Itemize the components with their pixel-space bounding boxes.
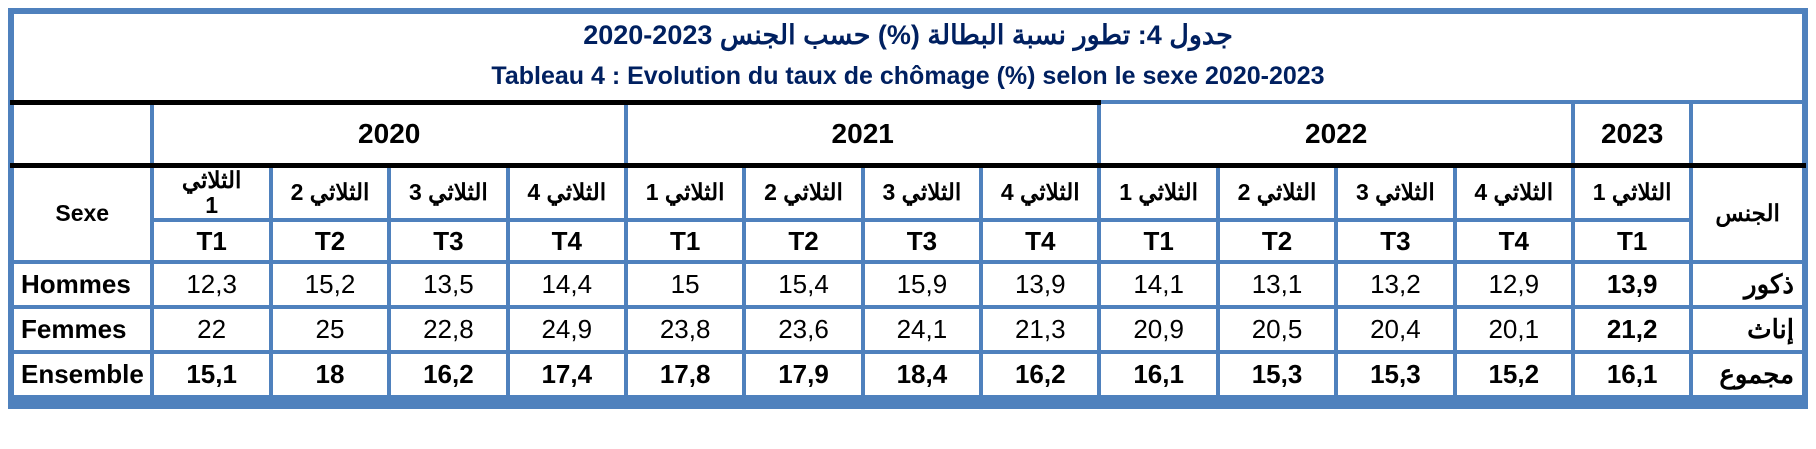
unemployment-table-border: جدول 4: تطور نسبة البطالة (%) حسب الجنس … (8, 8, 1808, 410)
value-cell: 13,1 (1215, 260, 1339, 310)
quarter-t-cell: T2 (742, 218, 865, 265)
quarter-t-cell: T4 (505, 218, 628, 265)
value-cell: 12,9 (1452, 260, 1575, 310)
quarter-ar-cell: الثلاثي 1 (1097, 163, 1220, 223)
quarter-t-cell: T3 (1334, 218, 1457, 265)
quarter-ar-cell: الثلاثي 3 (387, 163, 510, 223)
value-cell: 15,1 (150, 350, 273, 400)
value-cell: 20,1 (1452, 305, 1575, 355)
value-cell: 16,2 (387, 350, 510, 400)
value-cell: 15 (623, 260, 747, 310)
year-2022-cell: 2022 (1097, 100, 1575, 168)
value-cell: 20,9 (1097, 305, 1220, 355)
value-cell: 15,9 (860, 260, 984, 310)
quarter-ar-cell: الثلاثي 4 (979, 163, 1102, 223)
unemployment-rate-table: جدول 4: تطور نسبة البطالة (%) حسب الجنس … (9, 9, 1806, 400)
table-row-ensemble: Ensemble 15,1 18 16,2 17,4 17,8 17,9 18,… (9, 350, 1806, 400)
value-cell: 12,3 (150, 260, 273, 310)
value-cell: 24,9 (505, 305, 628, 355)
title-row: جدول 4: تطور نسبة البطالة (%) حسب الجنس … (10, 9, 1806, 105)
year-2023-cell: 2023 (1570, 100, 1694, 168)
quarter-ar-cell: الثلاثي 1 (623, 163, 747, 223)
quarter-ar-cell: الثلاثي 3 (860, 163, 984, 223)
value-cell: 13,2 (1334, 260, 1457, 310)
value-cell: 25 (268, 305, 392, 355)
value-cell: 20,4 (1334, 305, 1457, 355)
quarter-t-cell: T2 (268, 218, 392, 265)
value-cell: 23,6 (742, 305, 865, 355)
sexe-header-cell: Sexe (9, 163, 155, 265)
row-label-femmes: Femmes (9, 305, 155, 355)
quarter-t-cell: T3 (860, 218, 984, 265)
table-title-cell: جدول 4: تطور نسبة البطالة (%) حسب الجنس … (10, 9, 1806, 105)
row-label-ensemble: Ensemble (9, 350, 155, 400)
quarter-ar-cell: الثلاثي 4 (505, 163, 628, 223)
quarter-t-cell: T1 (1097, 218, 1220, 265)
quarter-ar-cell: الثلاثي 4 (1452, 163, 1575, 223)
value-cell: 24,1 (860, 305, 984, 355)
table-row-femmes: Femmes 22 25 22,8 24,9 23,8 23,6 24,1 21… (9, 305, 1806, 355)
value-cell: 23,8 (623, 305, 747, 355)
year-2020-cell: 2020 (150, 99, 628, 168)
quarter-ar-cell: الثلاثي 2 (268, 163, 392, 223)
quarter-t-cell: T4 (1452, 218, 1575, 265)
row-label-hommes: Hommes (9, 260, 155, 310)
quarter-t-cell: T1 (1570, 218, 1694, 265)
value-cell: 17,4 (505, 350, 628, 400)
value-cell: 22,8 (387, 305, 510, 355)
corner-cell-top-right (1689, 100, 1806, 168)
value-cell: 14,4 (505, 260, 628, 310)
table-title-arabic: جدول 4: تطور نسبة البطالة (%) حسب الجنس … (583, 20, 1233, 50)
value-cell: 15,2 (1452, 350, 1575, 400)
quarter-t-cell: T1 (623, 218, 747, 265)
value-cell: 18 (268, 350, 392, 400)
value-cell: 16,2 (979, 350, 1102, 400)
value-cell: 15,3 (1334, 350, 1457, 400)
table-title-french: Tableau 4 : Evolution du taux de chômage… (491, 61, 1325, 90)
value-cell: 15,3 (1215, 350, 1339, 400)
value-cell: 22 (150, 305, 273, 355)
value-cell: 16,1 (1097, 350, 1220, 400)
quarter-ar-cell: الثلاثي 1 (150, 163, 273, 223)
quarter-ar-cell: الثلاثي 1 (1570, 163, 1694, 223)
value-cell: 13,9 (979, 260, 1102, 310)
year-header-row: 2020 2021 2022 2023 (9, 99, 1806, 168)
value-cell: 14,1 (1097, 260, 1220, 310)
value-cell: 13,9 (1570, 260, 1694, 310)
value-cell: 18,4 (860, 350, 984, 400)
quarter-t-cell: T1 (150, 218, 273, 265)
row-label-ar-femmes: إناث (1689, 305, 1806, 355)
value-cell: 13,5 (387, 260, 510, 310)
jins-header-cell: الجنس (1689, 163, 1806, 265)
value-cell: 17,9 (742, 350, 865, 400)
value-cell: 15,2 (268, 260, 392, 310)
value-cell: 21,2 (1570, 305, 1694, 355)
row-label-ar-hommes: ذكور (1689, 260, 1806, 310)
table-row-hommes: Hommes 12,3 15,2 13,5 14,4 15 15,4 15,9 … (9, 260, 1806, 310)
quarter-ar-cell: الثلاثي 2 (1215, 163, 1339, 223)
quarter-ar-cell: الثلاثي 2 (742, 163, 865, 223)
corner-cell-top-left (9, 99, 155, 168)
quarter-t-cell: T2 (1215, 218, 1339, 265)
quarter-t-cell: T3 (387, 218, 510, 265)
value-cell: 20,5 (1215, 305, 1339, 355)
value-cell: 21,3 (979, 305, 1102, 355)
row-label-ar-ensemble: مجموع (1689, 350, 1806, 400)
value-cell: 15,4 (742, 260, 865, 310)
quarter-ar-cell: الثلاثي 3 (1334, 163, 1457, 223)
quarter-header-arabic-row: Sexe الثلاثي 1 الثلاثي 2 الثلاثي 3 الثلا… (9, 163, 1806, 265)
year-2021-cell: 2021 (623, 99, 1102, 168)
value-cell: 16,1 (1570, 350, 1694, 400)
value-cell: 17,8 (623, 350, 747, 400)
quarter-header-t-row: T1 T2 T3 T4 T1 T2 T3 T4 T1 T2 T3 T4 T1 (12, 218, 1804, 265)
quarter-t-cell: T4 (979, 218, 1102, 265)
